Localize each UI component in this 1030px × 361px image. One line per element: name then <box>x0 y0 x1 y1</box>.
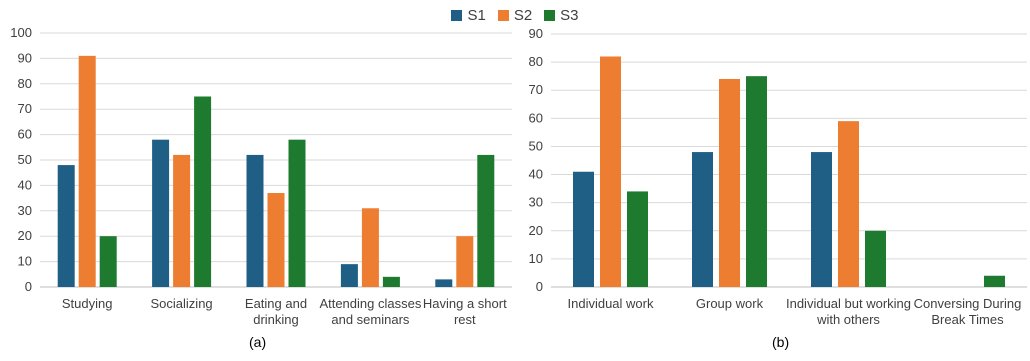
chart-b-bar-s1 <box>573 171 594 287</box>
chart-legend: S1 S2 S3 <box>0 4 1030 26</box>
legend-item-s3: S3 <box>544 6 579 24</box>
chart-a-bar-s1 <box>57 165 75 287</box>
chart-a-bar-s2 <box>456 236 474 287</box>
chart-a-category-label: Eating and <box>245 296 307 311</box>
caption-b: (b) <box>772 334 790 350</box>
chart-a-category-label: Socializing <box>151 296 213 311</box>
chart-a-bar-s3 <box>194 96 212 287</box>
legend-swatch-s2 <box>497 9 509 21</box>
chart-b-category-label: Group work <box>696 296 764 311</box>
chart-b-ytick-label: 10 <box>529 251 543 266</box>
chart-a-bar-s3 <box>382 276 400 287</box>
chart-a-bar-s3 <box>99 236 117 287</box>
chart-a-ytick-label: 40 <box>18 177 32 192</box>
chart-b-ytick-label: 80 <box>529 54 543 69</box>
chart-b-category-label: Individual but working <box>786 296 911 311</box>
chart-a-category-label: rest <box>454 312 476 327</box>
legend-swatch-s1 <box>451 9 463 21</box>
chart-a-bar-s1 <box>340 264 358 287</box>
chart-a-category-label: Having a short <box>423 296 507 311</box>
chart-a-ytick-label: 100 <box>10 25 32 40</box>
chart-a-bar-s3 <box>288 139 306 287</box>
chart-a-category-label: and seminars <box>331 312 410 327</box>
chart-panel-b: 0 10 20 30 40 50 60 70 80 90 Individual work Group … <box>515 0 1030 356</box>
legend-item-s1: S1 <box>451 6 486 24</box>
chart-b-ytick-label: 60 <box>529 110 543 125</box>
chart-b-bar-s3 <box>984 275 1005 287</box>
chart-a-ytick-label: 90 <box>18 50 32 65</box>
chart-b-category-label: with others <box>816 312 880 327</box>
chart-panel-a: 0 10 20 30 40 50 60 70 80 90 100 Studying Socializin… <box>0 0 515 356</box>
chart-a-ytick-label: 20 <box>18 228 32 243</box>
chart-a-svg: 0 10 20 30 40 50 60 70 80 90 100 Studying Socializin… <box>10 25 512 327</box>
chart-b-bar-s3 <box>627 191 648 287</box>
chart-b-bar-s3 <box>746 76 767 288</box>
chart-a-bar-s1 <box>435 279 453 287</box>
chart-a-category-label: drinking <box>253 312 299 327</box>
legend-swatch-s3 <box>544 9 556 21</box>
chart-a-category-label: Studying <box>62 296 113 311</box>
chart-a-bar-s2 <box>173 154 191 287</box>
chart-a-ytick-label: 70 <box>18 101 32 116</box>
chart-b-ytick-label: 50 <box>529 138 543 153</box>
chart-a-bar-s1 <box>152 139 170 287</box>
chart-a-ytick-label: 50 <box>18 152 32 167</box>
chart-b-bar-s3 <box>865 230 886 287</box>
chart-b-ytick-label: 90 <box>529 26 543 41</box>
chart-b-category-label: Conversing During <box>914 296 1022 311</box>
chart-b-bar-s2 <box>719 78 740 287</box>
chart-b-bar-s2 <box>600 56 621 287</box>
chart-b-category-label: Individual work <box>568 296 654 311</box>
chart-a-bar-s2 <box>361 208 379 287</box>
chart-a-bar-s1 <box>246 154 264 287</box>
chart-b-bar-s1 <box>692 152 713 287</box>
chart-b-category-label: Break Times <box>931 312 1004 327</box>
chart-b-svg: 0 10 20 30 40 50 60 70 80 90 Individual work Group … <box>529 26 1027 327</box>
chart-a-ytick-label: 60 <box>18 127 32 142</box>
legend-label-s3: S3 <box>560 6 579 24</box>
chart-a-ytick-label: 80 <box>18 76 32 91</box>
legend-label-s2: S2 <box>513 6 533 24</box>
legend-item-s2: S2 <box>497 6 533 24</box>
chart-a-ytick-label: 0 <box>25 279 32 294</box>
chart-b-ytick-label: 0 <box>536 279 543 294</box>
chart-a-ytick-label: 30 <box>18 203 32 218</box>
chart-a-bar-s2 <box>78 55 96 287</box>
chart-a-bar-s3 <box>477 154 495 287</box>
caption-a: (a) <box>249 334 267 350</box>
chart-a-ytick-label: 10 <box>18 254 32 269</box>
legend-label-s1: S1 <box>467 6 486 24</box>
chart-b-ytick-label: 20 <box>529 223 543 238</box>
chart-b-bar-s1 <box>811 152 832 287</box>
chart-a-category-label: Attending classes <box>319 296 421 311</box>
chart-b-bar-s2 <box>838 121 859 288</box>
chart-a-bar-s2 <box>267 193 285 287</box>
chart-b-ytick-label: 70 <box>529 82 543 97</box>
chart-b-ytick-label: 30 <box>529 195 543 210</box>
chart-b-ytick-label: 40 <box>529 167 543 182</box>
